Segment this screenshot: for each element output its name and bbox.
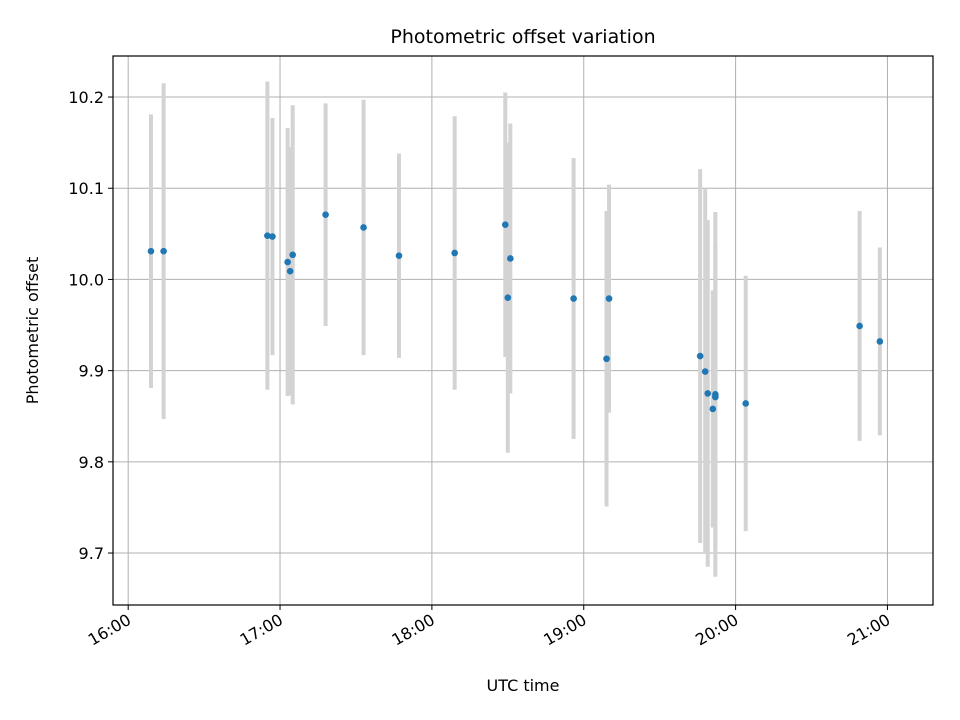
data-point [605,295,613,302]
data-point [395,252,403,260]
y-tick-label: 10.1 [68,179,104,198]
data-point [701,368,709,375]
data-point [501,221,509,229]
y-tick-label: 9.8 [79,453,104,472]
data-point [322,211,329,218]
y-tick-label: 9.9 [79,362,104,381]
data-point [709,405,717,413]
plot-frame [112,55,934,606]
data-point [876,338,884,345]
data-point [451,249,458,257]
data-point [286,267,294,275]
data-point [856,322,863,330]
grid-layer [113,56,933,605]
data-point [742,400,750,407]
data-point [696,352,704,360]
data-point [360,224,367,231]
data-point [264,232,271,239]
y-tick-label: 10.2 [68,88,104,107]
data-point [712,393,719,401]
y-tick-label: 10.0 [68,270,104,289]
data-point [147,247,155,255]
data-point [603,355,610,363]
data-point [504,294,512,301]
x-axis-label: UTC time [487,676,560,695]
data-point [160,247,167,255]
data-point [570,295,577,302]
data-point [704,390,712,397]
y-tick-label: 9.7 [79,544,104,563]
point-layer [147,211,884,413]
data-point [507,255,514,262]
data-point [269,233,276,240]
chart-title: Photometric offset variation [390,26,655,48]
y-axis-label: Photometric offset [23,257,42,405]
data-point [284,258,291,266]
data-point [289,251,296,259]
